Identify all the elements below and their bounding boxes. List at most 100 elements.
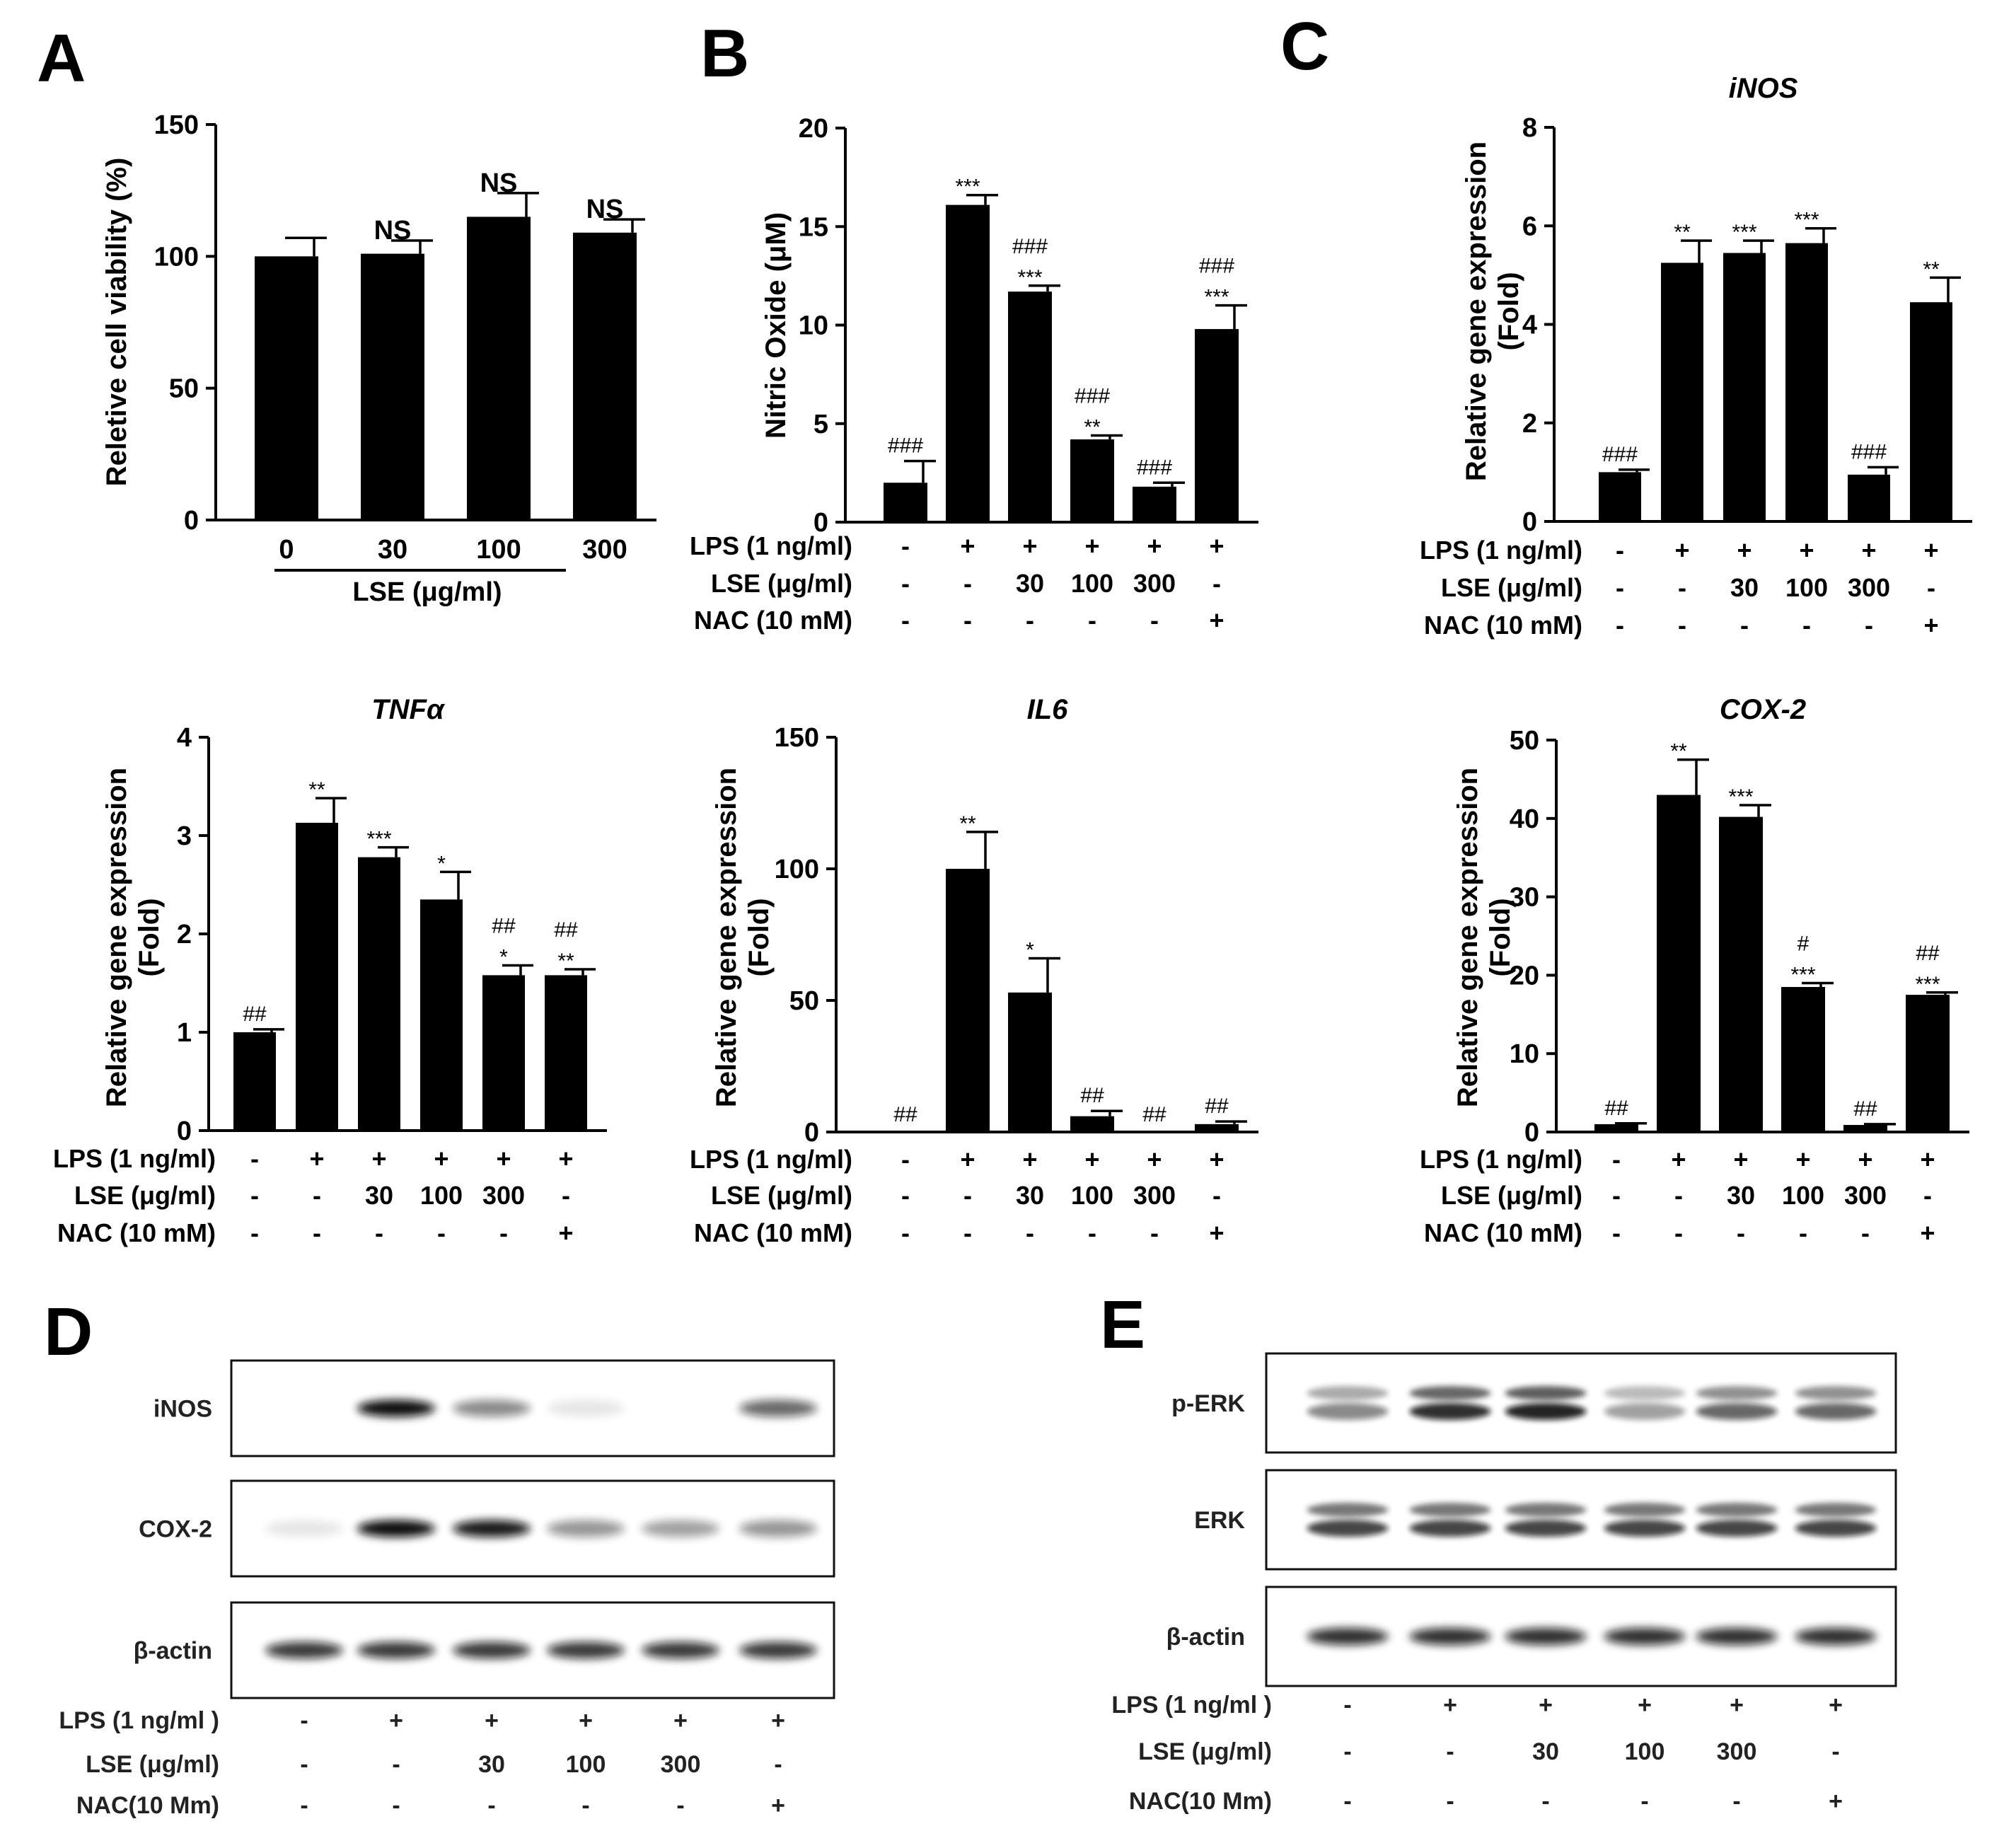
blot-treatment-value: +	[771, 1707, 785, 1734]
blot-band	[1696, 1386, 1778, 1400]
treatment-value: -	[1861, 1218, 1870, 1247]
y-tick-label: 0	[804, 1118, 819, 1148]
western-blot-e: p-ERK ERK β-actin LPS (1 ng/ml ) - + + + + + LSE (…	[1111, 1352, 1897, 1815]
treatment-value: +	[1795, 1145, 1810, 1174]
treatment-value: -	[1678, 611, 1686, 640]
y-axis-title: Nitric Oxide (μM)	[760, 212, 792, 439]
treatment-value: +	[558, 1144, 573, 1173]
y-tick-label: 1	[177, 1018, 192, 1048]
bar	[358, 857, 400, 1131]
blot-band	[357, 1399, 435, 1417]
treatment-value: -	[437, 1218, 446, 1247]
bar	[1599, 472, 1641, 521]
significance-label: *	[1026, 938, 1034, 961]
bar	[884, 483, 927, 522]
bar	[296, 822, 338, 1131]
blot-treatment-value: +	[485, 1707, 499, 1734]
treatment-value: +	[960, 1145, 975, 1174]
blot-band	[1409, 1403, 1491, 1420]
treatment-value: -	[499, 1218, 508, 1247]
blot-treatment-value: -	[1640, 1788, 1648, 1815]
chart-tnfa-expression: 0 1 2 3 4 Relative gene expression(Fold) TNFα #…	[53, 694, 607, 1247]
treatment-value: +	[309, 1144, 324, 1173]
bar	[1785, 243, 1828, 521]
treatment-value: +	[1084, 1145, 1099, 1174]
blot-band	[1505, 1403, 1587, 1420]
treatment-value: -	[1802, 611, 1811, 640]
treatment-value: -	[1612, 1181, 1621, 1210]
hash-label: ###	[888, 434, 923, 458]
bar	[467, 216, 531, 520]
bar	[946, 869, 990, 1132]
treatment-value: +	[1923, 611, 1938, 640]
y-tick-label: 2	[1522, 409, 1537, 439]
hash-label: ##	[1916, 942, 1940, 965]
blot-treatment-value: +	[1539, 1692, 1553, 1719]
y-tick-label: 4	[177, 723, 192, 753]
blot-treatment-value: +	[579, 1707, 593, 1734]
treatment-value: -	[1212, 1181, 1221, 1210]
treatment-row-label: LSE (μg/ml)	[711, 569, 852, 598]
bar	[1661, 262, 1703, 521]
treatment-value: +	[1209, 1145, 1224, 1174]
y-axis-title-line: (Fold)	[134, 898, 165, 976]
treatment-value: -	[1150, 606, 1159, 635]
blot-treatment-label: LSE (μg/ml)	[1138, 1738, 1272, 1765]
blot-band	[1604, 1520, 1686, 1537]
blot-frame	[1265, 1352, 1897, 1454]
y-tick-label: 30	[1510, 883, 1539, 913]
treatment-value: -	[1799, 1218, 1807, 1247]
treatment-row-label: NAC (10 mM)	[694, 1218, 852, 1247]
blot-frame	[230, 1359, 835, 1457]
bar	[1848, 474, 1890, 521]
blot-treatment-value: 300	[1717, 1738, 1757, 1765]
significance-label: **	[1674, 221, 1691, 244]
blot-band	[1307, 1386, 1389, 1400]
treatment-value: -	[562, 1181, 570, 1210]
blot-row-label: p-ERK	[1171, 1390, 1245, 1417]
treatment-row-label: LSE (μg/ml)	[711, 1181, 852, 1210]
y-tick-label: 0	[184, 506, 199, 536]
blot-band	[453, 1399, 531, 1417]
blot-treatment-value: -	[300, 1792, 308, 1819]
bar	[482, 975, 525, 1131]
treatment-value: +	[1920, 1218, 1935, 1247]
treatment-value: +	[1861, 536, 1876, 565]
treatment-row-label: LPS (1 ng/ml)	[53, 1144, 216, 1173]
treatment-row-label: LPS (1 ng/ml)	[690, 531, 852, 560]
treatment-value: +	[558, 1218, 573, 1247]
bar	[1723, 253, 1766, 521]
hash-label: ##	[1080, 1084, 1104, 1107]
blot-band	[1505, 1503, 1587, 1517]
y-axis-title-line: (Fold)	[1493, 272, 1524, 350]
hash-label: ###	[1012, 235, 1048, 258]
blot-treatment-label: LSE (μg/ml)	[86, 1751, 219, 1778]
treatment-value: 30	[365, 1181, 393, 1210]
blot-treatment-value: +	[1829, 1788, 1843, 1815]
treatment-value: +	[371, 1144, 386, 1173]
treatment-value: +	[1671, 1145, 1686, 1174]
treatment-value: -	[963, 1218, 972, 1247]
significance-label: ***	[1794, 209, 1819, 232]
bar	[573, 232, 637, 520]
blot-treatment-value: +	[389, 1707, 403, 1734]
blot-treatment-value: +	[1829, 1692, 1843, 1719]
panel-label-c: C	[1280, 8, 1329, 84]
chart-nitric-oxide: 0 5 10 15 20 Nitric Oxide (μM) ### *** *** ### ** #…	[690, 114, 1258, 635]
y-axis-title-line: (Fold)	[743, 898, 775, 976]
blot-treatment-value: +	[673, 1707, 688, 1734]
y-axis-title-line: Relative gene expression	[1452, 768, 1483, 1107]
blot-band	[265, 1641, 343, 1659]
blot-frame	[1265, 1469, 1897, 1571]
treatment-value: +	[1674, 536, 1689, 565]
panel-label-e: E	[1100, 1287, 1145, 1363]
y-axis-title-line: Relative gene expression	[711, 768, 742, 1107]
y-tick-label: 20	[1510, 961, 1539, 991]
blot-treatment-value: +	[771, 1792, 785, 1819]
blot-band	[1604, 1628, 1686, 1645]
y-tick-label: 15	[799, 212, 828, 242]
blot-band	[739, 1520, 817, 1537]
bar	[1133, 1131, 1176, 1133]
hash-label: ###	[1602, 443, 1638, 466]
y-axis-title-line: Relative gene expression	[1461, 142, 1492, 481]
